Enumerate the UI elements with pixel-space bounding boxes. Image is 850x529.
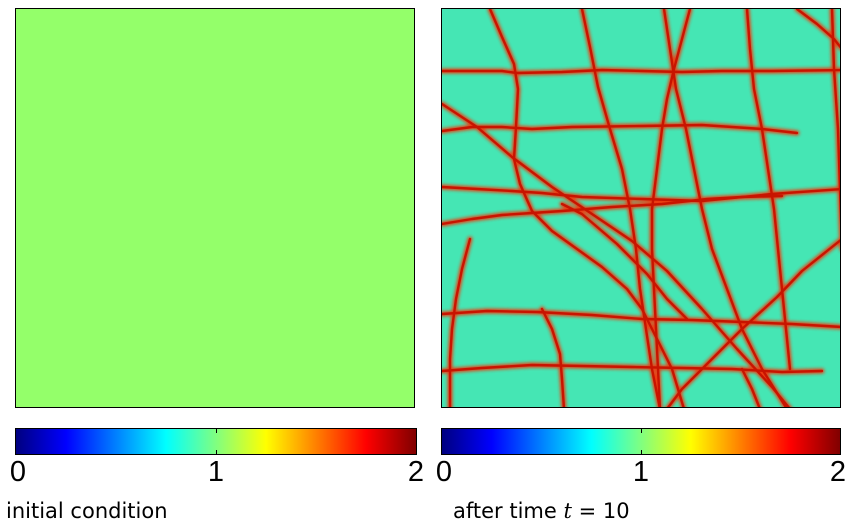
crack-line xyxy=(442,123,799,135)
right-caption: after time t = 10 xyxy=(453,497,630,525)
crack-line xyxy=(650,9,692,407)
crack-line xyxy=(488,9,520,161)
initial-condition-plot xyxy=(15,8,415,408)
crack-line xyxy=(442,68,840,75)
colorbar-right xyxy=(441,428,841,455)
colorbar-tick-mark xyxy=(641,429,642,433)
crack-line xyxy=(442,363,824,374)
crack-line xyxy=(580,9,661,407)
crack-line xyxy=(442,194,784,226)
left-caption: initial condition xyxy=(6,499,168,523)
colorbar-left-tick-1: 1 xyxy=(207,456,225,488)
crack-line xyxy=(540,307,566,407)
colorbar-left-tick-0: 0 xyxy=(9,456,27,488)
crack-line xyxy=(662,9,788,407)
crack-line xyxy=(560,202,689,321)
crack-line xyxy=(667,239,840,407)
crack-line xyxy=(745,9,792,371)
crack-glow xyxy=(487,9,521,162)
colorbar-right-tick-1: 1 xyxy=(632,456,650,488)
colorbar-tick-mark xyxy=(641,450,642,454)
crack-line xyxy=(442,309,840,329)
crack-line xyxy=(830,9,840,226)
crack-line xyxy=(795,9,840,49)
colorbar-right-tick-0: 0 xyxy=(435,456,453,488)
crack-line xyxy=(740,367,761,407)
colorbar-left-tick-2: 2 xyxy=(407,456,425,488)
crack-line xyxy=(442,102,790,407)
colorbar-tick-mark xyxy=(216,429,217,433)
colorbar-right-tick-2: 2 xyxy=(829,456,847,488)
right-caption-value: = 10 xyxy=(578,499,630,523)
colorbar-tick-mark xyxy=(216,450,217,454)
crack-network xyxy=(442,9,840,407)
colorbar-left xyxy=(15,428,417,455)
right-caption-variable: t xyxy=(563,499,572,523)
right-caption-prefix: after time xyxy=(453,499,557,523)
crack-line xyxy=(448,237,472,407)
after-time-plot xyxy=(441,8,841,408)
crack-line xyxy=(512,157,685,407)
